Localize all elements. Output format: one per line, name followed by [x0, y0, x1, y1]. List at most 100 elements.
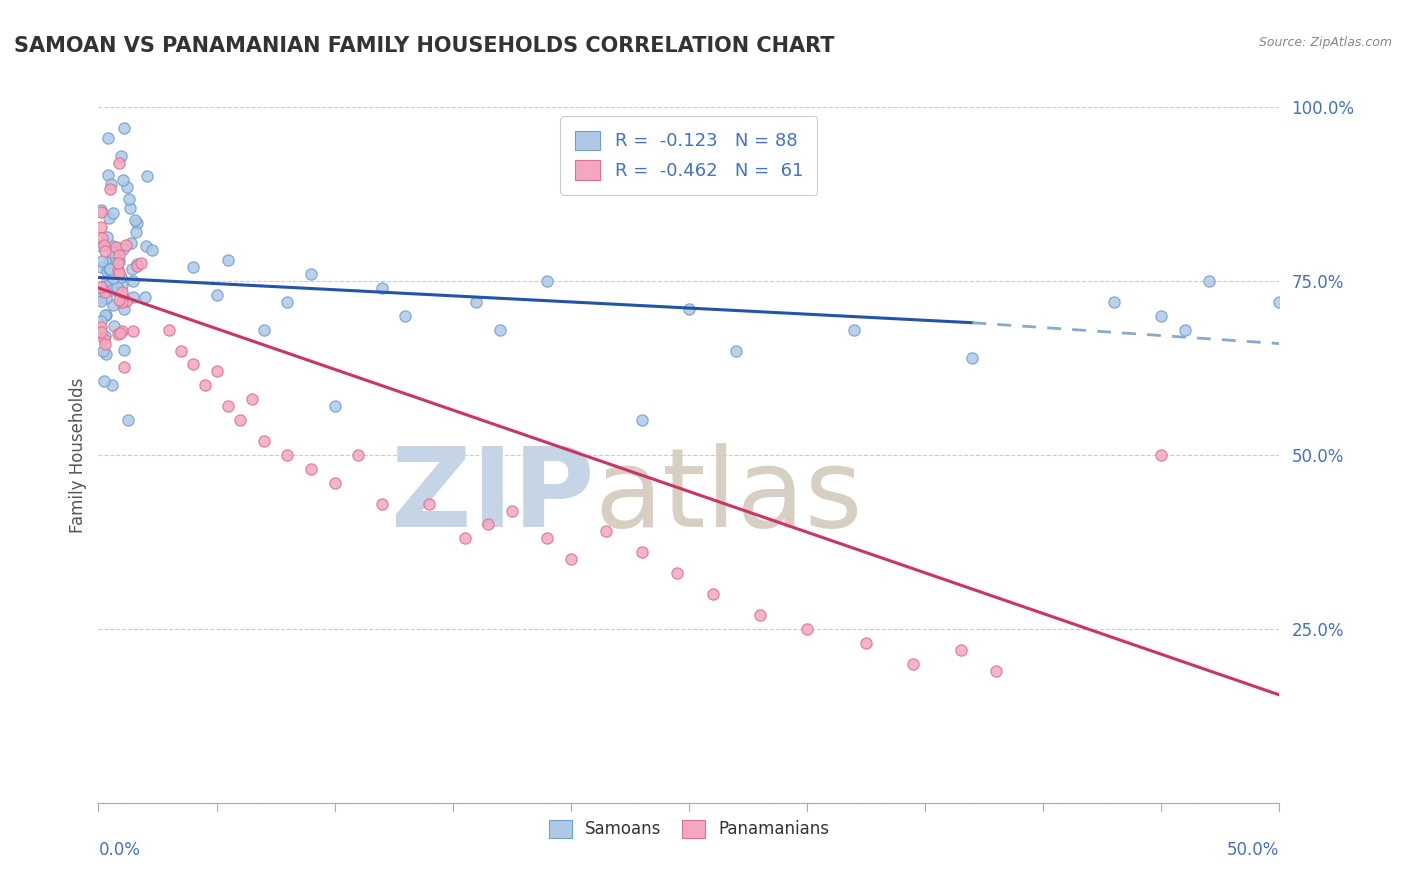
Point: [630, 413, 652, 427]
Point: [100, 182, 122, 196]
Point: [93, 238, 115, 252]
Point: [111, 277, 134, 292]
Point: [101, 298, 124, 312]
Point: [96, 229, 118, 244]
Text: 0.0%: 0.0%: [98, 841, 141, 859]
Point: [100, 244, 122, 259]
Point: [101, 283, 124, 297]
Point: [121, 262, 143, 277]
Point: [118, 193, 141, 207]
Point: [110, 148, 132, 162]
Point: [205, 364, 228, 378]
Point: [229, 413, 252, 427]
Point: [112, 301, 135, 316]
Point: [1150, 309, 1173, 323]
Text: Source: ZipAtlas.com: Source: ZipAtlas.com: [1258, 36, 1392, 49]
Point: [276, 448, 298, 462]
Point: [118, 201, 141, 215]
Point: [100, 177, 122, 191]
Point: [115, 179, 138, 194]
Point: [181, 260, 204, 274]
Point: [107, 241, 129, 255]
Point: [110, 285, 132, 299]
Point: [98, 262, 121, 277]
Point: [94, 346, 117, 360]
Point: [94, 244, 117, 258]
Point: [90, 220, 112, 235]
Point: [127, 256, 149, 270]
Point: [91, 343, 114, 358]
Point: [124, 213, 146, 227]
Point: [97, 261, 120, 276]
Point: [96, 308, 118, 322]
Point: [105, 244, 128, 259]
Point: [630, 545, 652, 559]
Point: [101, 271, 124, 285]
Point: [91, 254, 114, 268]
Point: [217, 399, 239, 413]
Point: [97, 168, 120, 182]
Point: [90, 239, 112, 253]
Point: [103, 318, 125, 333]
Point: [157, 323, 180, 337]
Point: [134, 290, 156, 304]
Point: [1268, 294, 1291, 309]
Point: [96, 273, 118, 287]
Point: [121, 290, 143, 304]
Point: [97, 211, 120, 226]
Point: [101, 377, 124, 392]
Point: [489, 323, 512, 337]
Point: [299, 462, 322, 476]
Point: [253, 323, 276, 337]
Point: [104, 250, 127, 264]
Point: [678, 301, 700, 316]
Point: [101, 206, 124, 220]
Point: [97, 130, 120, 145]
Point: [501, 503, 523, 517]
Point: [394, 309, 416, 323]
Point: [536, 274, 558, 288]
Point: [104, 254, 127, 268]
Point: [94, 336, 117, 351]
Point: [122, 324, 145, 338]
Point: [725, 343, 748, 358]
Text: ZIP: ZIP: [391, 443, 595, 550]
Point: [371, 281, 394, 295]
Point: [108, 155, 131, 169]
Point: [125, 216, 148, 230]
Point: [181, 358, 204, 372]
Point: [323, 399, 346, 413]
Y-axis label: Family Households: Family Households: [69, 377, 87, 533]
Point: [536, 532, 558, 546]
Point: [111, 294, 134, 309]
Point: [112, 359, 135, 374]
Point: [107, 327, 129, 342]
Point: [205, 288, 228, 302]
Point: [112, 120, 135, 135]
Point: [108, 293, 131, 307]
Legend: Samoans, Panamanians: Samoans, Panamanians: [540, 812, 838, 847]
Point: [121, 274, 143, 288]
Text: 50.0%: 50.0%: [1227, 841, 1279, 859]
Point: [347, 448, 370, 462]
Point: [90, 260, 112, 274]
Point: [90, 314, 112, 328]
Point: [1102, 294, 1125, 309]
Point: [90, 205, 112, 219]
Point: [170, 343, 193, 358]
Point: [107, 248, 129, 262]
Point: [125, 260, 148, 274]
Point: [1198, 274, 1220, 288]
Point: [96, 292, 118, 306]
Point: [796, 622, 818, 636]
Point: [299, 267, 322, 281]
Point: [105, 280, 128, 294]
Point: [93, 308, 115, 322]
Point: [94, 279, 117, 293]
Point: [217, 253, 239, 268]
Point: [107, 267, 129, 281]
Point: [477, 517, 499, 532]
Point: [110, 269, 132, 284]
Point: [240, 392, 263, 407]
Point: [962, 351, 984, 365]
